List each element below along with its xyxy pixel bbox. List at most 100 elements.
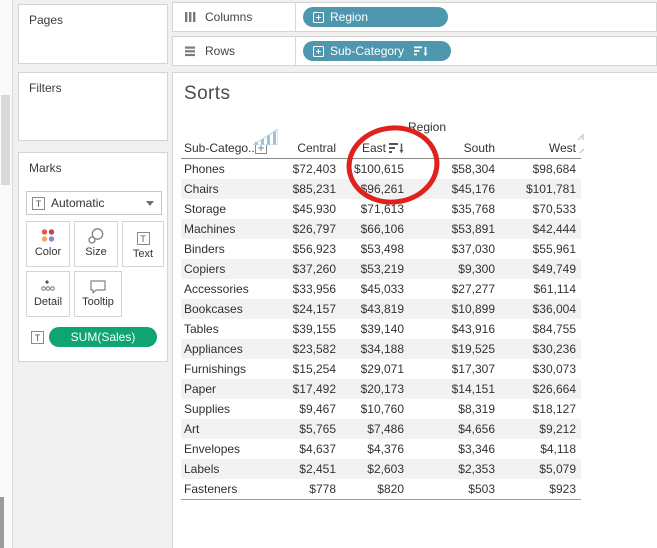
row-label[interactable]: Art bbox=[184, 422, 200, 436]
value-cell[interactable]: $24,157 bbox=[292, 302, 336, 316]
value-cell[interactable]: $10,899 bbox=[451, 302, 495, 316]
value-cell[interactable]: $43,819 bbox=[360, 302, 404, 316]
table-row[interactable]: Fasteners $778 $820 $503 $923 bbox=[181, 479, 581, 499]
row-label[interactable]: Phones bbox=[184, 162, 225, 176]
value-cell[interactable]: $923 bbox=[549, 482, 576, 496]
column-header-west[interactable]: West bbox=[548, 141, 576, 155]
sum-sales-pill[interactable]: SUM(Sales) bbox=[49, 327, 157, 347]
value-cell[interactable]: $29,071 bbox=[360, 362, 404, 376]
value-cell[interactable]: $45,176 bbox=[451, 182, 495, 196]
row-label[interactable]: Fasteners bbox=[184, 482, 238, 496]
value-cell[interactable]: $43,916 bbox=[451, 322, 495, 336]
text-button[interactable]: T Text bbox=[122, 221, 164, 267]
column-header-central[interactable]: Central bbox=[297, 141, 336, 155]
value-cell[interactable]: $820 bbox=[377, 482, 404, 496]
table-row[interactable]: Bookcases $24,157 $43,819 $10,899 $36,004 bbox=[181, 299, 581, 319]
value-cell[interactable]: $100,615 bbox=[353, 162, 404, 176]
table-row[interactable]: Appliances $23,582 $34,188 $19,525 $30,236 bbox=[181, 339, 581, 359]
value-cell[interactable]: $2,451 bbox=[299, 462, 336, 476]
scrollbar-thumb[interactable] bbox=[1, 95, 10, 185]
value-cell[interactable]: $98,684 bbox=[532, 162, 576, 176]
table-row[interactable]: Furnishings $15,254 $29,071 $17,307 $30,073 bbox=[181, 359, 581, 379]
mark-type-dropdown[interactable]: T Automatic bbox=[26, 191, 162, 215]
value-cell[interactable]: $5,079 bbox=[539, 462, 576, 476]
row-label[interactable]: Paper bbox=[184, 382, 217, 396]
expand-plus-icon[interactable] bbox=[313, 11, 324, 23]
value-cell[interactable]: $53,891 bbox=[451, 222, 495, 236]
table-row[interactable]: Chairs $85,231 $96,261 $45,176 $101,781 bbox=[181, 179, 581, 199]
value-cell[interactable]: $5,765 bbox=[299, 422, 336, 436]
value-cell[interactable]: $26,664 bbox=[532, 382, 576, 396]
value-cell[interactable]: $26,797 bbox=[292, 222, 336, 236]
value-cell[interactable]: $101,781 bbox=[525, 182, 576, 196]
value-cell[interactable]: $4,118 bbox=[540, 442, 576, 456]
chevron-down-icon[interactable] bbox=[146, 200, 154, 206]
row-header-cell[interactable]: Sub-Catego.. bbox=[184, 138, 267, 158]
row-label[interactable]: Binders bbox=[184, 242, 225, 256]
size-button[interactable]: Size bbox=[74, 221, 118, 267]
value-cell[interactable]: $96,261 bbox=[360, 182, 404, 196]
table-row[interactable]: Storage $45,930 $71,613 $35,768 $70,533 bbox=[181, 199, 581, 219]
value-cell[interactable]: $3,346 bbox=[458, 442, 495, 456]
value-cell[interactable]: $9,212 bbox=[539, 422, 576, 436]
table-row[interactable]: Binders $56,923 $53,498 $37,030 $55,961 bbox=[181, 239, 581, 259]
value-cell[interactable]: $20,173 bbox=[360, 382, 404, 396]
value-cell[interactable]: $58,304 bbox=[451, 162, 495, 176]
value-cell[interactable]: $33,956 bbox=[292, 282, 336, 296]
value-cell[interactable]: $45,033 bbox=[360, 282, 404, 296]
row-label[interactable]: Accessories bbox=[184, 282, 249, 296]
value-cell[interactable]: $56,923 bbox=[292, 242, 336, 256]
value-cell[interactable]: $39,155 bbox=[292, 322, 336, 336]
expand-plus-icon[interactable] bbox=[313, 45, 324, 57]
value-cell[interactable]: $45,930 bbox=[292, 202, 336, 216]
value-cell[interactable]: $53,498 bbox=[360, 242, 404, 256]
value-cell[interactable]: $70,533 bbox=[532, 202, 576, 216]
sheet-canvas[interactable]: Sorts Region Sub-Catego.. Central East bbox=[172, 72, 657, 548]
left-scrollbar[interactable] bbox=[0, 0, 13, 548]
value-cell[interactable]: $34,188 bbox=[360, 342, 404, 356]
value-cell[interactable]: $37,030 bbox=[451, 242, 495, 256]
row-label[interactable]: Chairs bbox=[184, 182, 219, 196]
value-cell[interactable]: $39,140 bbox=[360, 322, 404, 336]
row-label[interactable]: Machines bbox=[184, 222, 236, 236]
table-row[interactable]: Phones $72,403 $100,615 $58,304 $98,684 bbox=[181, 159, 581, 179]
row-label[interactable]: Storage bbox=[184, 202, 227, 216]
value-cell[interactable]: $53,219 bbox=[360, 262, 404, 276]
value-cell[interactable]: $66,106 bbox=[360, 222, 404, 236]
value-cell[interactable]: $7,486 bbox=[367, 422, 404, 436]
field-sort-flag-icon[interactable] bbox=[253, 129, 278, 145]
value-cell[interactable]: $4,637 bbox=[299, 442, 336, 456]
value-cell[interactable]: $61,114 bbox=[533, 282, 577, 296]
row-label[interactable]: Supplies bbox=[184, 402, 231, 416]
table-row[interactable]: Copiers $37,260 $53,219 $9,300 $49,749 bbox=[181, 259, 581, 279]
value-cell[interactable]: $19,525 bbox=[451, 342, 495, 356]
value-cell[interactable]: $35,768 bbox=[451, 202, 495, 216]
value-cell[interactable]: $55,961 bbox=[532, 242, 576, 256]
value-cell[interactable]: $85,231 bbox=[292, 182, 336, 196]
value-cell[interactable]: $49,749 bbox=[532, 262, 576, 276]
value-cell[interactable]: $10,760 bbox=[360, 402, 404, 416]
sort-descending-icon[interactable] bbox=[389, 142, 404, 154]
value-cell[interactable]: $18,127 bbox=[532, 402, 576, 416]
value-cell[interactable]: $23,582 bbox=[292, 342, 336, 356]
value-cell[interactable]: $42,444 bbox=[532, 222, 576, 236]
value-cell[interactable]: $30,073 bbox=[532, 362, 576, 376]
value-cell[interactable]: $17,307 bbox=[451, 362, 495, 376]
row-label[interactable]: Tables bbox=[184, 322, 219, 336]
column-header-south[interactable]: South bbox=[463, 141, 495, 155]
value-cell[interactable]: $503 bbox=[468, 482, 495, 496]
color-button[interactable]: Color bbox=[26, 221, 70, 267]
value-cell[interactable]: $2,603 bbox=[367, 462, 404, 476]
value-cell[interactable]: $17,492 bbox=[292, 382, 336, 396]
columns-shelf[interactable]: Columns Region bbox=[172, 2, 657, 32]
table-row[interactable]: Labels $2,451 $2,603 $2,353 $5,079 bbox=[181, 459, 581, 479]
value-cell[interactable]: $36,004 bbox=[532, 302, 576, 316]
table-row[interactable]: Envelopes $4,637 $4,376 $3,346 $4,118 bbox=[181, 439, 581, 459]
value-cell[interactable]: $14,151 bbox=[451, 382, 495, 396]
value-cell[interactable]: $72,403 bbox=[292, 162, 336, 176]
table-row[interactable]: Supplies $9,467 $10,760 $8,319 $18,127 bbox=[181, 399, 581, 419]
sort-descending-icon[interactable] bbox=[414, 46, 428, 57]
value-cell[interactable]: $2,353 bbox=[458, 462, 495, 476]
value-cell[interactable]: $4,376 bbox=[367, 442, 404, 456]
table-row[interactable]: Paper $17,492 $20,173 $14,151 $26,664 bbox=[181, 379, 581, 399]
